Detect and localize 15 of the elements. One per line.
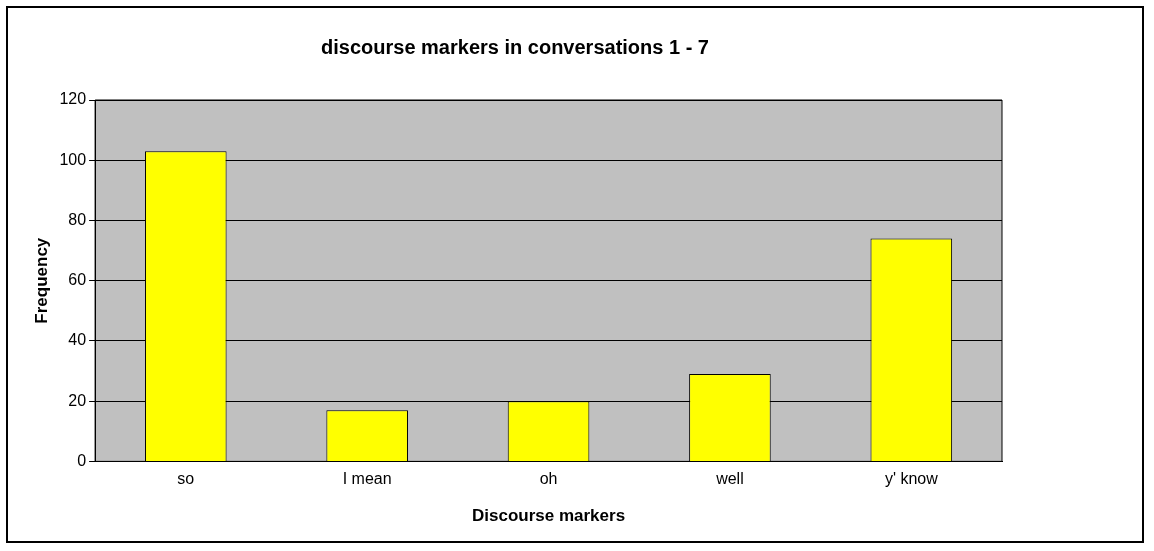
chart-title: discourse markers in conversations 1 - 7 (321, 35, 709, 58)
x-tick-label: so (177, 470, 195, 488)
y-tick-label: 100 (59, 150, 87, 168)
x-axis-title: Discourse markers (472, 506, 626, 526)
y-tick-label: 0 (77, 451, 87, 469)
x-tick-label: y' know (884, 470, 939, 488)
y-axis-title: Frequency (31, 237, 51, 324)
y-tick-label: 40 (68, 331, 87, 349)
y-tick-label: 20 (68, 391, 87, 409)
x-tick-label: I mean (342, 470, 392, 488)
x-tick-label: oh (539, 470, 558, 488)
y-tick-label: 120 (59, 90, 87, 108)
x-tick-label: well (715, 470, 744, 488)
y-tick-label: 60 (68, 271, 87, 289)
y-tick-label: 80 (68, 210, 87, 228)
